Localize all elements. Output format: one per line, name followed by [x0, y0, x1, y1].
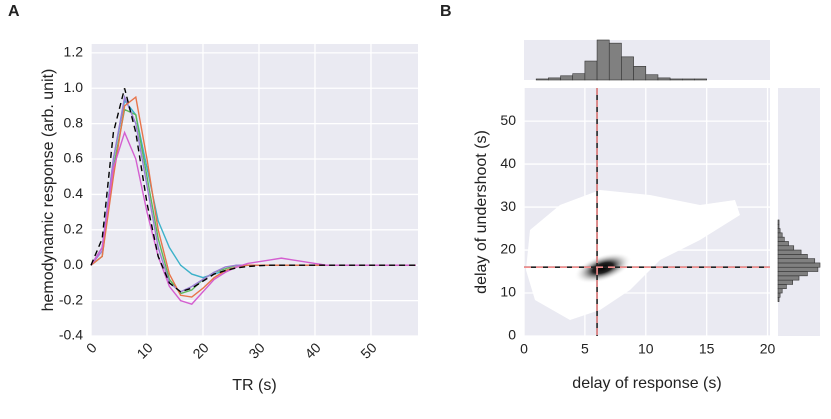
histogram-bar: [777, 254, 808, 259]
histogram-bar: [608, 42, 622, 81]
y-tick-label: 0.0: [64, 256, 84, 272]
x-tick-label: 10: [638, 341, 654, 357]
histogram-bar: [777, 223, 780, 229]
histogram-bar: [777, 279, 793, 285]
histogram-bar: [572, 73, 586, 81]
density-region: [526, 190, 740, 320]
x-tick-label: 40: [301, 339, 323, 361]
histogram-bar: [657, 77, 671, 81]
histogram-bar: [548, 77, 561, 81]
x-tick-label: 0: [520, 341, 528, 357]
histogram-bar: [777, 288, 783, 294]
histogram-bar: [694, 78, 707, 81]
x-axis-label: delay of response (s): [572, 375, 721, 392]
histogram-bar: [777, 258, 816, 264]
histogram-bar: [682, 78, 695, 81]
y-tick-label: -0.4: [59, 327, 83, 343]
histogram-bar: [621, 56, 634, 81]
histogram-bar: [777, 292, 781, 298]
x-tick-label: 5: [581, 341, 589, 357]
histogram-bar: [669, 78, 683, 81]
y-tick-label: -0.2: [59, 291, 83, 307]
y-tick-label: 1.0: [64, 79, 84, 95]
histogram-bar: [535, 78, 549, 81]
y-tick-label: 0.4: [64, 185, 84, 201]
histogram-bar: [777, 249, 802, 255]
panel-a: 0 10 20 30 40 50 -0.4 -0.2 0.0 0.2 0.4 0.6 0.8 1.0 1.2…: [40, 44, 418, 394]
y-tick-label: 0.8: [64, 114, 84, 130]
histogram-bar: [777, 245, 795, 251]
histogram-bar: [777, 236, 785, 242]
y-tick-label: 0.2: [64, 221, 84, 237]
histogram-bar: [777, 271, 808, 277]
x-tick-label: 20: [760, 341, 776, 357]
x-tick-label: 20: [189, 339, 211, 361]
panel-label: A: [8, 3, 20, 20]
histogram-bar: [777, 232, 783, 238]
y-tick-label: 0.6: [64, 150, 84, 166]
series-line: [90, 88, 416, 293]
histogram-bar: [560, 75, 574, 81]
y-tick-label: 1.2: [64, 44, 84, 60]
x-tick-label: 15: [699, 341, 715, 357]
histogram-bar: [777, 262, 821, 268]
histogram-bar: [584, 60, 598, 81]
marginal-background: [524, 40, 770, 80]
histogram-bar: [777, 266, 819, 272]
marginal-background: [778, 88, 820, 336]
x-tick-label: 0: [83, 339, 100, 356]
x-tick-label: 30: [245, 339, 267, 361]
histogram-bar: [777, 228, 781, 234]
y-tick-label: 20: [500, 241, 516, 257]
panel-b: 0 5 10 15 20 0 10 20 30 40 50 delay of response (s)…: [473, 39, 821, 392]
x-tick-label: 10: [133, 339, 155, 361]
x-tick-label: 50: [357, 339, 379, 361]
y-axis-label: delay of undershoot (s): [473, 130, 490, 294]
y-axis-label: hemodynamic response (arb. unit): [40, 69, 57, 312]
x-axis-label: TR (s): [232, 377, 276, 394]
histogram-bar: [777, 219, 780, 225]
histogram-bar: [645, 74, 659, 81]
y-tick-label: 50: [500, 112, 516, 128]
y-tick-label: 10: [500, 284, 516, 300]
histogram-bar: [777, 275, 800, 281]
panel-label: B: [440, 3, 452, 20]
histogram-bar: [777, 284, 787, 290]
y-tick-label: 0: [508, 327, 516, 343]
y-tick-label: 40: [500, 155, 516, 171]
y-tick-label: 30: [500, 198, 516, 214]
histogram-bar: [596, 39, 610, 81]
histogram-bar: [633, 66, 647, 81]
histogram-bar: [777, 241, 789, 247]
histogram-bar: [777, 297, 780, 302]
